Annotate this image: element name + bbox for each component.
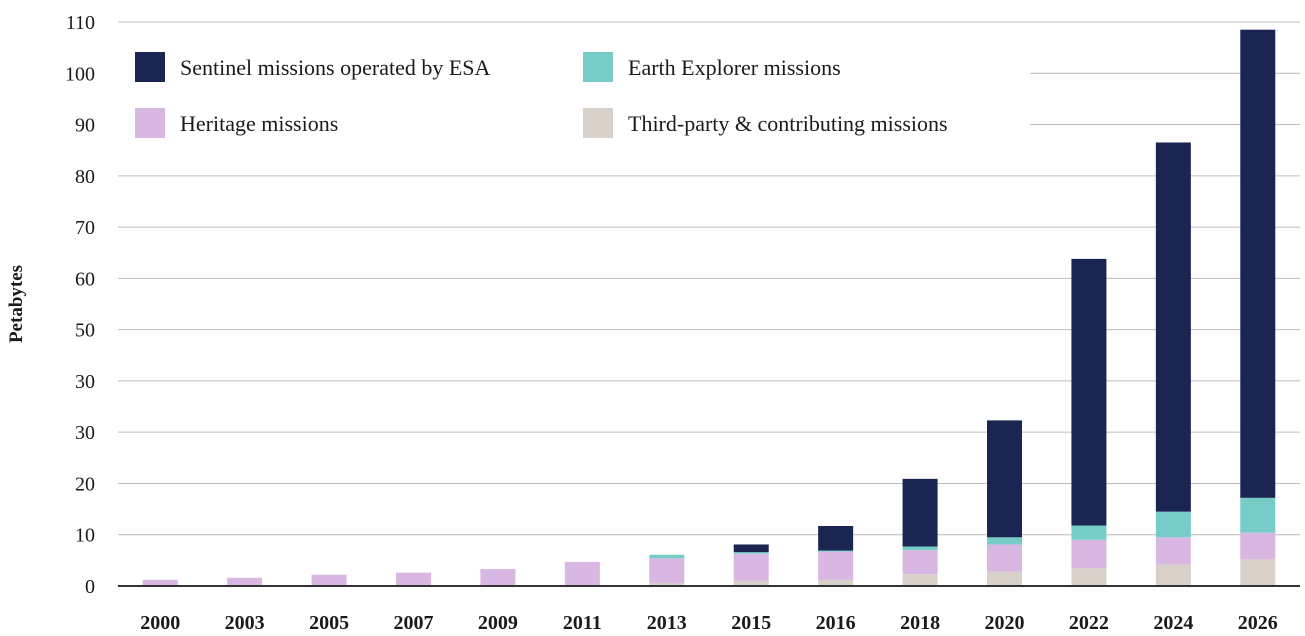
bar-segment bbox=[1155, 511, 1191, 538]
y-tick-label: 60 bbox=[75, 268, 95, 290]
x-tick-label: 2005 bbox=[309, 612, 349, 634]
bar-segment bbox=[1071, 568, 1107, 586]
y-tick-label: 70 bbox=[75, 217, 95, 239]
y-tick-label: 80 bbox=[75, 166, 95, 188]
x-tick-label: 2003 bbox=[225, 612, 265, 634]
y-tick-label: 0 bbox=[85, 576, 95, 598]
bar-segment bbox=[564, 561, 600, 586]
bar-segment bbox=[818, 579, 854, 586]
x-tick-label: 2009 bbox=[478, 612, 518, 634]
bar-segment bbox=[733, 580, 769, 586]
y-tick-labels: 0 10 20 30 30 50 60 70 80 90 100 110 bbox=[65, 12, 95, 598]
bar-segment bbox=[480, 569, 516, 586]
bar-segment bbox=[1071, 539, 1107, 569]
y-tick-label: 30 bbox=[75, 422, 95, 444]
bar-segment bbox=[818, 551, 854, 580]
legend-swatch bbox=[135, 52, 165, 82]
y-tick-label: 100 bbox=[65, 63, 95, 85]
x-tick-label: 2020 bbox=[985, 612, 1025, 634]
x-tick-label: 2026 bbox=[1238, 612, 1278, 634]
y-tick-label: 110 bbox=[66, 12, 95, 34]
bar-segment bbox=[987, 420, 1022, 538]
y-tick-label: 20 bbox=[75, 473, 95, 495]
bar-segment bbox=[142, 579, 178, 586]
bar-segment bbox=[902, 478, 938, 547]
bar-segment bbox=[987, 537, 1022, 545]
bar-segment bbox=[733, 552, 769, 554]
legend-label: Earth Explorer missions bbox=[628, 55, 841, 80]
y-tick-label: 30 bbox=[75, 371, 95, 393]
legend-backdrop bbox=[118, 30, 1030, 152]
bar-segment bbox=[902, 550, 938, 575]
legend-label: Third-party & contributing missions bbox=[628, 111, 948, 136]
bar-segment bbox=[818, 526, 854, 551]
x-tick-labels: 2000 2003 2005 2007 2009 2011 2013 2015 2016 2018… bbox=[140, 612, 1278, 634]
bar-segment bbox=[818, 550, 854, 552]
x-tick-label: 2022 bbox=[1069, 612, 1109, 634]
bars bbox=[142, 29, 1276, 586]
legend-label: Heritage missions bbox=[180, 111, 338, 136]
bar-segment bbox=[396, 572, 431, 586]
y-tick-label: 50 bbox=[75, 320, 95, 342]
x-tick-label: 2011 bbox=[563, 612, 602, 634]
legend: Sentinel missions operated by ESA Earth E… bbox=[135, 52, 948, 138]
legend-swatch bbox=[583, 108, 613, 138]
bar-segment bbox=[227, 577, 263, 586]
bar-segment bbox=[902, 546, 938, 551]
bar-segment bbox=[902, 574, 938, 586]
bar-segment bbox=[1155, 142, 1191, 512]
bar-segment bbox=[649, 554, 685, 559]
bar-segment bbox=[733, 544, 769, 553]
grid-lines bbox=[118, 21, 1300, 536]
legend-label: Sentinel missions operated by ESA bbox=[180, 55, 491, 80]
bar-segment bbox=[1240, 497, 1276, 533]
bar-segment bbox=[311, 574, 347, 586]
legend-swatch bbox=[583, 52, 613, 82]
bar-segment bbox=[1071, 525, 1107, 540]
bar-segment bbox=[1155, 537, 1191, 565]
bar-segment bbox=[733, 553, 769, 581]
x-tick-label: 2007 bbox=[394, 612, 434, 634]
y-tick-label: 10 bbox=[75, 525, 95, 547]
x-tick-label: 2018 bbox=[900, 612, 940, 634]
x-tick-label: 2000 bbox=[140, 612, 180, 634]
bar-segment bbox=[987, 571, 1022, 586]
bar-segment bbox=[1240, 559, 1276, 586]
bar-segment bbox=[649, 582, 685, 586]
bar-segment bbox=[1155, 564, 1191, 586]
bar-segment bbox=[987, 544, 1022, 572]
legend-swatch bbox=[135, 108, 165, 138]
bar-segment bbox=[1240, 29, 1276, 498]
y-axis-label: Petabytes bbox=[6, 265, 27, 343]
bar-segment bbox=[649, 558, 685, 583]
y-tick-label: 90 bbox=[75, 115, 95, 137]
x-tick-label: 2015 bbox=[731, 612, 771, 634]
x-tick-label: 2016 bbox=[816, 612, 856, 634]
bar-segment bbox=[1240, 532, 1276, 560]
x-tick-label: 2013 bbox=[647, 612, 687, 634]
x-tick-label: 2024 bbox=[1153, 612, 1193, 634]
bar-segment bbox=[1071, 258, 1107, 526]
